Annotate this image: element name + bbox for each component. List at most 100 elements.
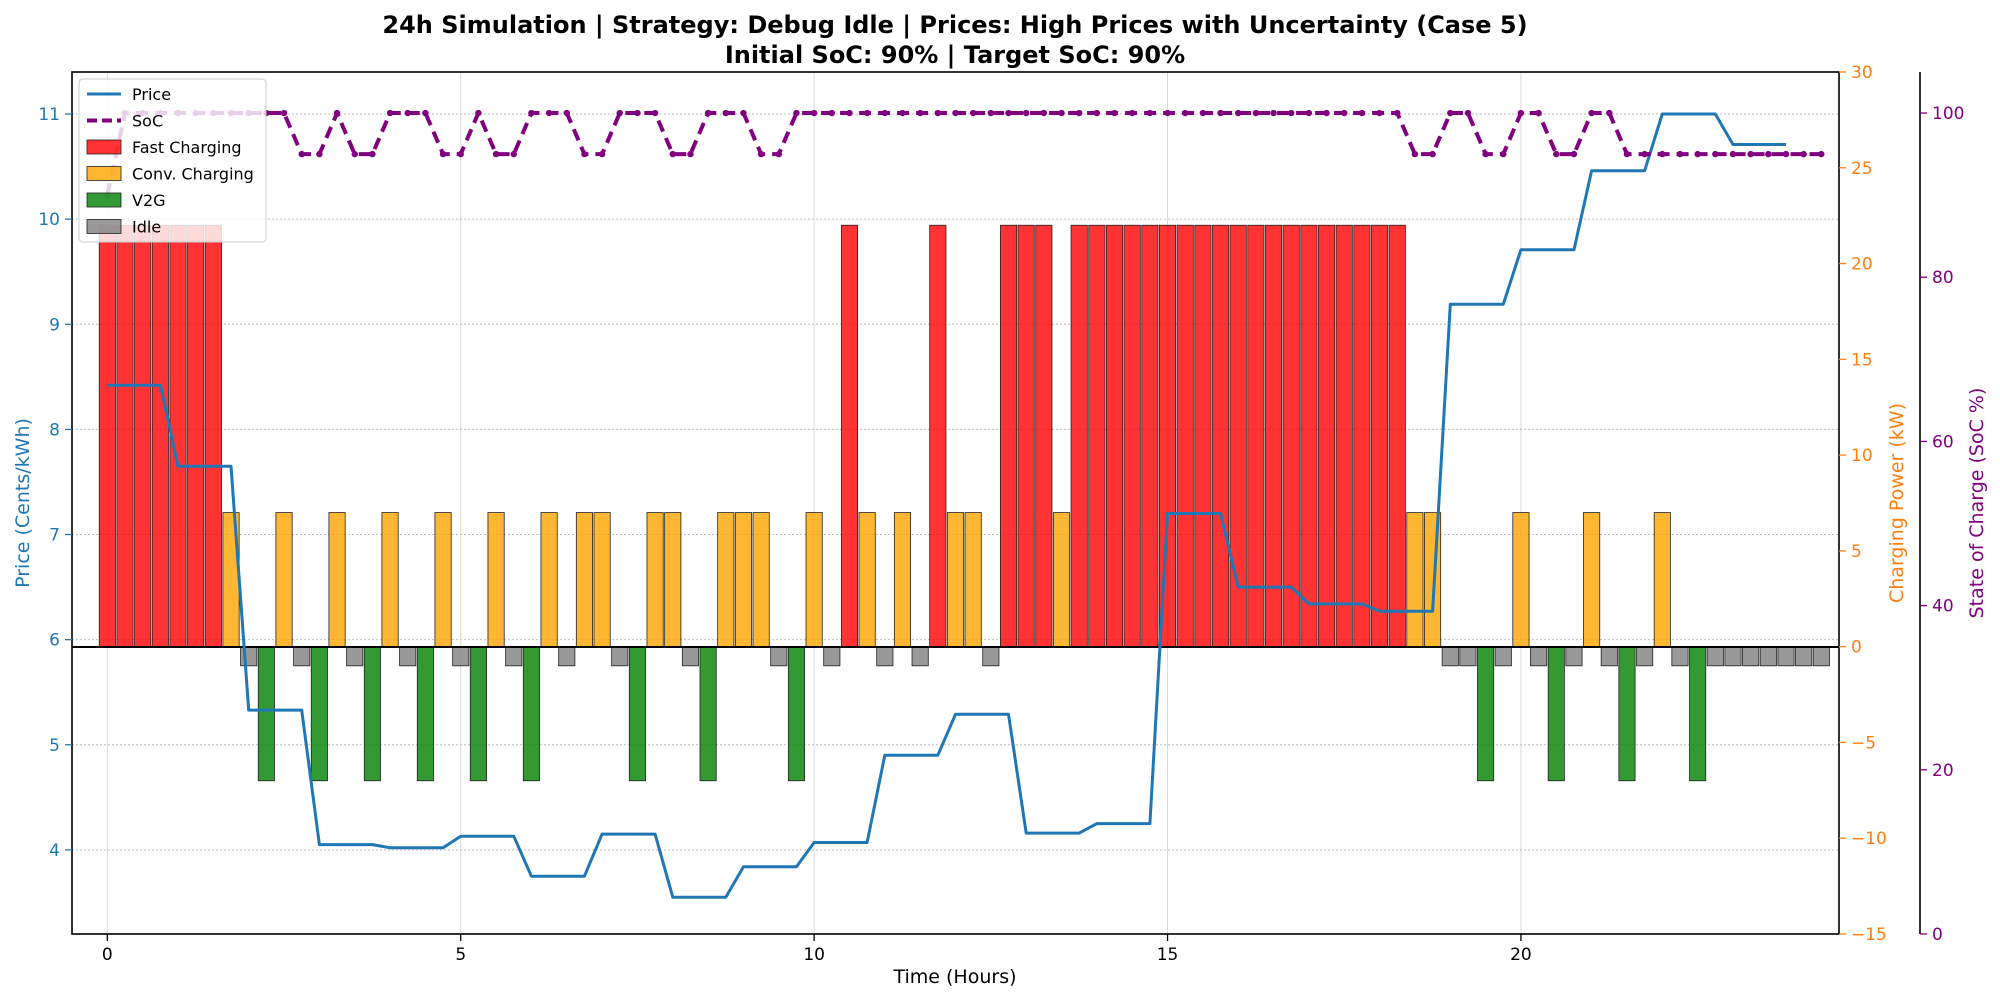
- fast-charging-bar: [204, 224, 222, 648]
- soc-point: [1358, 109, 1366, 117]
- conv-charging-bar: [1583, 512, 1601, 648]
- legend: Price SoC Fast Charging Conv. Charging V2G Id…: [78, 78, 267, 243]
- conv-charging-bar: [946, 512, 965, 648]
- v2g-bar: [1689, 646, 1707, 782]
- soc-point: [1765, 150, 1772, 158]
- v2g-bar: [416, 646, 434, 782]
- idle-bar: [452, 646, 470, 667]
- soc-tick-label: 80: [1932, 268, 1954, 288]
- v2g-bar: [1477, 646, 1495, 782]
- power-tick-label: −10: [1851, 829, 1887, 849]
- idle-bar: [911, 646, 929, 667]
- soc-point: [1376, 109, 1383, 117]
- soc-point: [1447, 109, 1454, 117]
- soc-point: [316, 150, 323, 158]
- soc-point: [1058, 109, 1065, 117]
- conv-charging-bar: [964, 512, 982, 648]
- soc-point: [881, 109, 889, 117]
- price-tick-label: 4: [49, 841, 60, 861]
- soc-tick-label: 40: [1932, 597, 1954, 617]
- soc-point: [422, 109, 429, 117]
- soc-point: [863, 109, 871, 117]
- legend-item-fast-charging-swatch: [86, 139, 122, 155]
- fast-charging-bar: [1212, 224, 1230, 648]
- v2g-bar: [310, 646, 328, 782]
- v2g-bar: [699, 646, 717, 782]
- soc-point: [1093, 109, 1101, 117]
- soc-point: [1676, 150, 1684, 158]
- conv-charging-bar: [434, 512, 452, 648]
- fast-charging-bar: [134, 224, 152, 648]
- soc-point: [1199, 109, 1207, 117]
- idle-bar: [1636, 646, 1654, 667]
- legend-item-conv-charging-swatch: [86, 166, 122, 181]
- soc-point: [651, 109, 659, 117]
- soc-point: [969, 109, 977, 117]
- price-tick-label: 6: [49, 631, 60, 651]
- soc-point: [1818, 150, 1825, 158]
- idle-bar: [1812, 646, 1830, 667]
- soc-point: [1235, 109, 1242, 117]
- soc-point: [634, 109, 641, 117]
- soc-point: [1182, 109, 1189, 117]
- legend-item-v2g-label: V2G: [132, 191, 166, 210]
- idle-bar: [1724, 646, 1742, 667]
- conv-charging-bar: [575, 512, 593, 648]
- power-tick-label: 5: [1851, 542, 1862, 562]
- soc-point: [810, 109, 818, 117]
- v2g-bar: [1547, 646, 1565, 782]
- conv-charging-bar: [1406, 512, 1424, 648]
- legend-item-fast-charging-label: Fast Charging: [132, 138, 242, 157]
- soc-point: [563, 109, 570, 117]
- soc-point: [581, 150, 588, 158]
- soc-point: [1429, 150, 1436, 158]
- x-tick-label: 10: [803, 945, 825, 965]
- conv-charging-bar: [858, 512, 876, 648]
- power-tick-label: 20: [1851, 255, 1873, 275]
- soc-point: [916, 109, 924, 117]
- idle-bar: [505, 646, 523, 667]
- soc-point: [1305, 109, 1313, 117]
- fast-charging-bar: [1176, 224, 1194, 648]
- soc-point: [987, 109, 995, 117]
- fast-charging-bar: [1353, 224, 1371, 648]
- soc-point: [386, 109, 394, 117]
- soc-point: [687, 150, 694, 158]
- x-tick-label: 5: [455, 945, 466, 965]
- soc-point: [1553, 150, 1560, 158]
- soc-point: [793, 109, 800, 117]
- idle-bar: [1795, 646, 1813, 667]
- fast-charging-bar: [151, 224, 169, 648]
- soc-point: [1570, 150, 1578, 158]
- conv-charging-bar: [275, 512, 293, 648]
- soc-point: [669, 150, 676, 158]
- conv-charging-bar: [381, 512, 399, 648]
- soc-point: [404, 109, 411, 117]
- x-axis-label: Time (Hours): [892, 966, 1016, 988]
- fast-charging-bar: [1017, 224, 1035, 648]
- conv-charging-bar: [540, 512, 558, 648]
- soc-point: [280, 109, 288, 117]
- soc-point: [1164, 109, 1171, 117]
- soc-point: [1022, 109, 1030, 117]
- soc-point: [545, 109, 553, 117]
- soc-tick-label: 20: [1932, 761, 1954, 781]
- v2g-bar: [257, 646, 275, 782]
- fast-charging-bar: [1070, 224, 1088, 648]
- fast-charging-bar: [1318, 224, 1336, 648]
- conv-charging-bar: [1653, 512, 1671, 648]
- soc-point: [757, 150, 765, 158]
- soc-point: [1111, 109, 1118, 117]
- power-tick-label: 15: [1851, 350, 1873, 370]
- v2g-bar: [363, 646, 381, 782]
- fast-charging-bar: [1388, 224, 1406, 648]
- fast-charging-bar: [1159, 224, 1177, 648]
- soc-point: [351, 150, 358, 158]
- idle-bar: [346, 646, 364, 667]
- idle-bar: [1706, 646, 1724, 667]
- legend-item-conv-charging-label: Conv. Charging: [132, 165, 254, 184]
- soc-point: [846, 109, 853, 117]
- soc-point: [1606, 109, 1613, 117]
- price-series: [107, 112, 1786, 899]
